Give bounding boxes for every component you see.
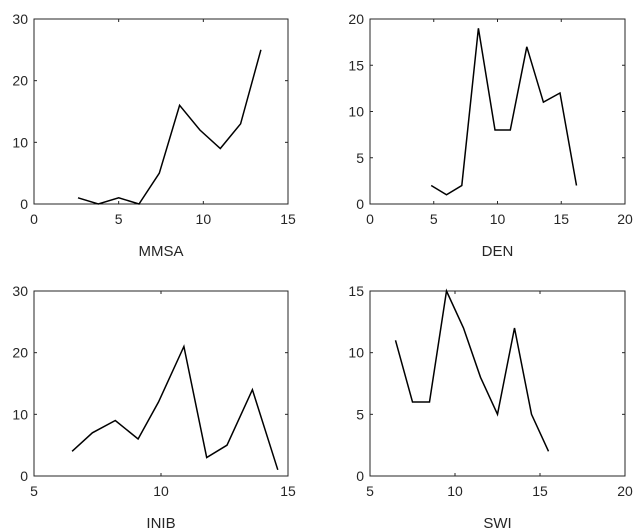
y-tick-label: 30: [12, 11, 28, 27]
x-tick-label: 15: [532, 483, 548, 499]
chart-panel-3: 5 10 15 0 10 20 30 INIB: [12, 283, 296, 532]
x-tick-label: 5: [366, 483, 374, 499]
y-tick-label: 15: [348, 283, 364, 299]
x-tick-label: 15: [280, 211, 296, 227]
chart-panel-1: 0 5 10 15 0 10 20 30 MMSA: [12, 11, 296, 260]
y-tick-label: 20: [12, 345, 28, 361]
series-line-1: [394, 288, 550, 452]
x-tick-label: 5: [30, 483, 38, 499]
x-tick-label: 5: [115, 211, 123, 227]
y-tick-label: 15: [348, 57, 364, 73]
x-tick-label: 20: [617, 483, 633, 499]
plot-area-frame: [369, 290, 626, 477]
y-tick-label: 0: [356, 468, 364, 484]
y-tick-label: 10: [12, 134, 28, 150]
y-tick-label: 10: [348, 345, 364, 361]
x-tick-label: 10: [490, 211, 506, 227]
y-tick-label: 30: [12, 283, 28, 299]
series-line-1: [71, 344, 279, 471]
y-tick-label: 10: [348, 104, 364, 120]
x-tick-label: 0: [30, 211, 38, 227]
y-tick-label: 20: [12, 73, 28, 89]
series-line-1: [430, 28, 578, 196]
series-line-1: [77, 49, 262, 205]
y-tick-label: 10: [12, 406, 28, 422]
x-tick-label: 5: [430, 211, 438, 227]
chart-panel-2: 0 5 10 15 20 0 5 10 15 20 DEN: [348, 11, 633, 260]
x-tick-label: 10: [196, 211, 212, 227]
x-tick-label: 15: [553, 211, 569, 227]
x-tick-label: 10: [447, 483, 463, 499]
y-tick-label: 5: [356, 150, 364, 166]
x-tick-label: 20: [617, 211, 633, 227]
y-tick-label: 0: [20, 468, 28, 484]
x-tick-label: 0: [366, 211, 374, 227]
y-tick-label: 5: [356, 406, 364, 422]
x-tick-label: 10: [153, 483, 169, 499]
y-tick-label: 0: [356, 196, 364, 212]
x-axis-label: MMSA: [139, 243, 184, 260]
plot-area-frame: [33, 290, 289, 477]
plot-area-frame: [33, 18, 289, 205]
x-axis-label: DEN: [482, 243, 514, 260]
y-tick-label: 0: [20, 196, 28, 212]
x-axis-label: INIB: [146, 515, 175, 532]
plot-area-frame: [369, 18, 626, 205]
x-tick-label: 15: [280, 483, 296, 499]
y-tick-label: 20: [348, 11, 364, 27]
x-axis-label: SWI: [483, 515, 511, 532]
